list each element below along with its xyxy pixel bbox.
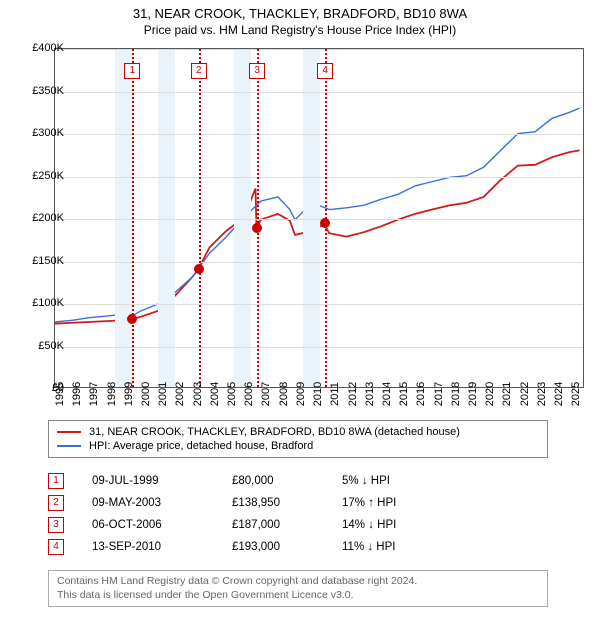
x-tick-label: 2004 — [209, 382, 221, 406]
row-diff: 11% ↓ HPI — [342, 541, 462, 553]
row-date: 09-JUL-1999 — [92, 475, 232, 487]
table-row: 3 06-OCT-2006£187,00014% ↓ HPI — [48, 514, 462, 536]
legend-item-hpi: HPI: Average price, detached house, Brad… — [57, 439, 539, 453]
y-tick-label: £150K — [32, 255, 64, 267]
row-date: 09-MAY-2003 — [92, 497, 232, 509]
x-tick-label: 2005 — [226, 382, 238, 406]
x-tick-label: 2001 — [157, 382, 169, 406]
x-tick-label: 2021 — [501, 382, 513, 406]
x-tick-label: 2017 — [433, 382, 445, 406]
x-tick-label: 2012 — [347, 382, 359, 406]
marker-line — [257, 49, 259, 387]
x-tick-label: 2022 — [519, 382, 531, 406]
x-tick-label: 2025 — [570, 382, 582, 406]
transaction-dot — [320, 218, 330, 228]
arrow-icon: ↓ — [362, 475, 368, 487]
marker-line — [199, 49, 201, 387]
arrow-icon: ↓ — [368, 519, 374, 531]
x-tick-label: 2024 — [553, 382, 565, 406]
table-row: 4 13-SEP-2010£193,00011% ↓ HPI — [48, 536, 462, 558]
x-tick-label: 2011 — [329, 382, 341, 406]
row-marker: 4 — [48, 539, 64, 555]
x-tick-label: 2008 — [278, 382, 290, 406]
row-price: £193,000 — [232, 541, 342, 553]
legend: 31, NEAR CROOK, THACKLEY, BRADFORD, BD10… — [48, 420, 548, 458]
footer-attribution: Contains HM Land Registry data © Crown c… — [48, 570, 548, 607]
y-tick-label: £400K — [32, 42, 64, 54]
x-tick-label: 1999 — [123, 382, 135, 406]
chart-title-block: 31, NEAR CROOK, THACKLEY, BRADFORD, BD10… — [0, 0, 600, 39]
marker-badge: 4 — [317, 63, 333, 79]
y-tick-label: £300K — [32, 127, 64, 139]
x-tick-label: 2002 — [174, 382, 186, 406]
marker-badge: 3 — [249, 63, 265, 79]
marker-line — [132, 49, 134, 387]
x-tick-label: 2023 — [536, 382, 548, 406]
row-date: 06-OCT-2006 — [92, 519, 232, 531]
recession-band — [115, 49, 132, 387]
x-tick-label: 1998 — [106, 382, 118, 406]
transaction-dot — [194, 264, 204, 274]
legend-swatch — [57, 445, 81, 446]
x-tick-label: 2009 — [295, 382, 307, 406]
table-row: 1 09-JUL-1999£80,0005% ↓ HPI — [48, 470, 462, 492]
legend-label: HPI: Average price, detached house, Brad… — [89, 440, 313, 452]
chart-title-main: 31, NEAR CROOK, THACKLEY, BRADFORD, BD10… — [0, 6, 600, 21]
x-tick-label: 2018 — [450, 382, 462, 406]
x-tick-label: 2019 — [467, 382, 479, 406]
arrow-icon: ↓ — [367, 541, 373, 553]
x-tick-label: 2010 — [312, 382, 324, 406]
x-tick-label: 2000 — [140, 382, 152, 406]
x-tick-label: 2020 — [484, 382, 496, 406]
y-tick-label: £200K — [32, 212, 64, 224]
row-diff: 5% ↓ HPI — [342, 475, 462, 487]
y-tick-label: £250K — [32, 170, 64, 182]
x-tick-label: 2007 — [260, 382, 272, 406]
legend-swatch — [57, 431, 81, 433]
marker-badge: 1 — [124, 63, 140, 79]
row-price: £138,950 — [232, 497, 342, 509]
y-tick-label: £350K — [32, 85, 64, 97]
footer-line1: Contains HM Land Registry data © Crown c… — [57, 575, 539, 589]
recession-band — [158, 49, 175, 387]
x-tick-label: 2015 — [398, 382, 410, 406]
legend-label: 31, NEAR CROOK, THACKLEY, BRADFORD, BD10… — [89, 426, 460, 438]
x-tick-label: 2016 — [415, 382, 427, 406]
recession-band — [303, 49, 320, 387]
legend-item-price-paid: 31, NEAR CROOK, THACKLEY, BRADFORD, BD10… — [57, 425, 539, 439]
chart-plot-area: 1 2 3 4 — [54, 48, 584, 388]
row-marker: 3 — [48, 517, 64, 533]
x-tick-label: 1997 — [88, 382, 100, 406]
y-tick-label: £100K — [32, 297, 64, 309]
y-tick-label: £50K — [38, 340, 64, 352]
x-tick-label: 1995 — [54, 382, 66, 406]
row-marker: 1 — [48, 473, 64, 489]
row-price: £187,000 — [232, 519, 342, 531]
x-tick-label: 1996 — [71, 382, 83, 406]
footer-line2: This data is licensed under the Open Gov… — [57, 589, 539, 603]
x-tick-label: 2003 — [192, 382, 204, 406]
x-tick-label: 2014 — [381, 382, 393, 406]
row-diff: 14% ↓ HPI — [342, 519, 462, 531]
chart-title-sub: Price paid vs. HM Land Registry's House … — [0, 23, 600, 37]
arrow-icon: ↑ — [368, 497, 374, 509]
x-tick-label: 2006 — [243, 382, 255, 406]
row-marker: 2 — [48, 495, 64, 511]
table-row: 2 09-MAY-2003£138,95017% ↑ HPI — [48, 492, 462, 514]
row-diff: 17% ↑ HPI — [342, 497, 462, 509]
transaction-dot — [252, 223, 262, 233]
row-date: 13-SEP-2010 — [92, 541, 232, 553]
x-tick-label: 2013 — [364, 382, 376, 406]
transaction-dot — [127, 314, 137, 324]
marker-badge: 2 — [191, 63, 207, 79]
row-price: £80,000 — [232, 475, 342, 487]
recession-band — [234, 49, 251, 387]
transactions-table: 109-JUL-1999£80,0005% ↓ HPI209-MAY-2003£… — [48, 470, 462, 558]
